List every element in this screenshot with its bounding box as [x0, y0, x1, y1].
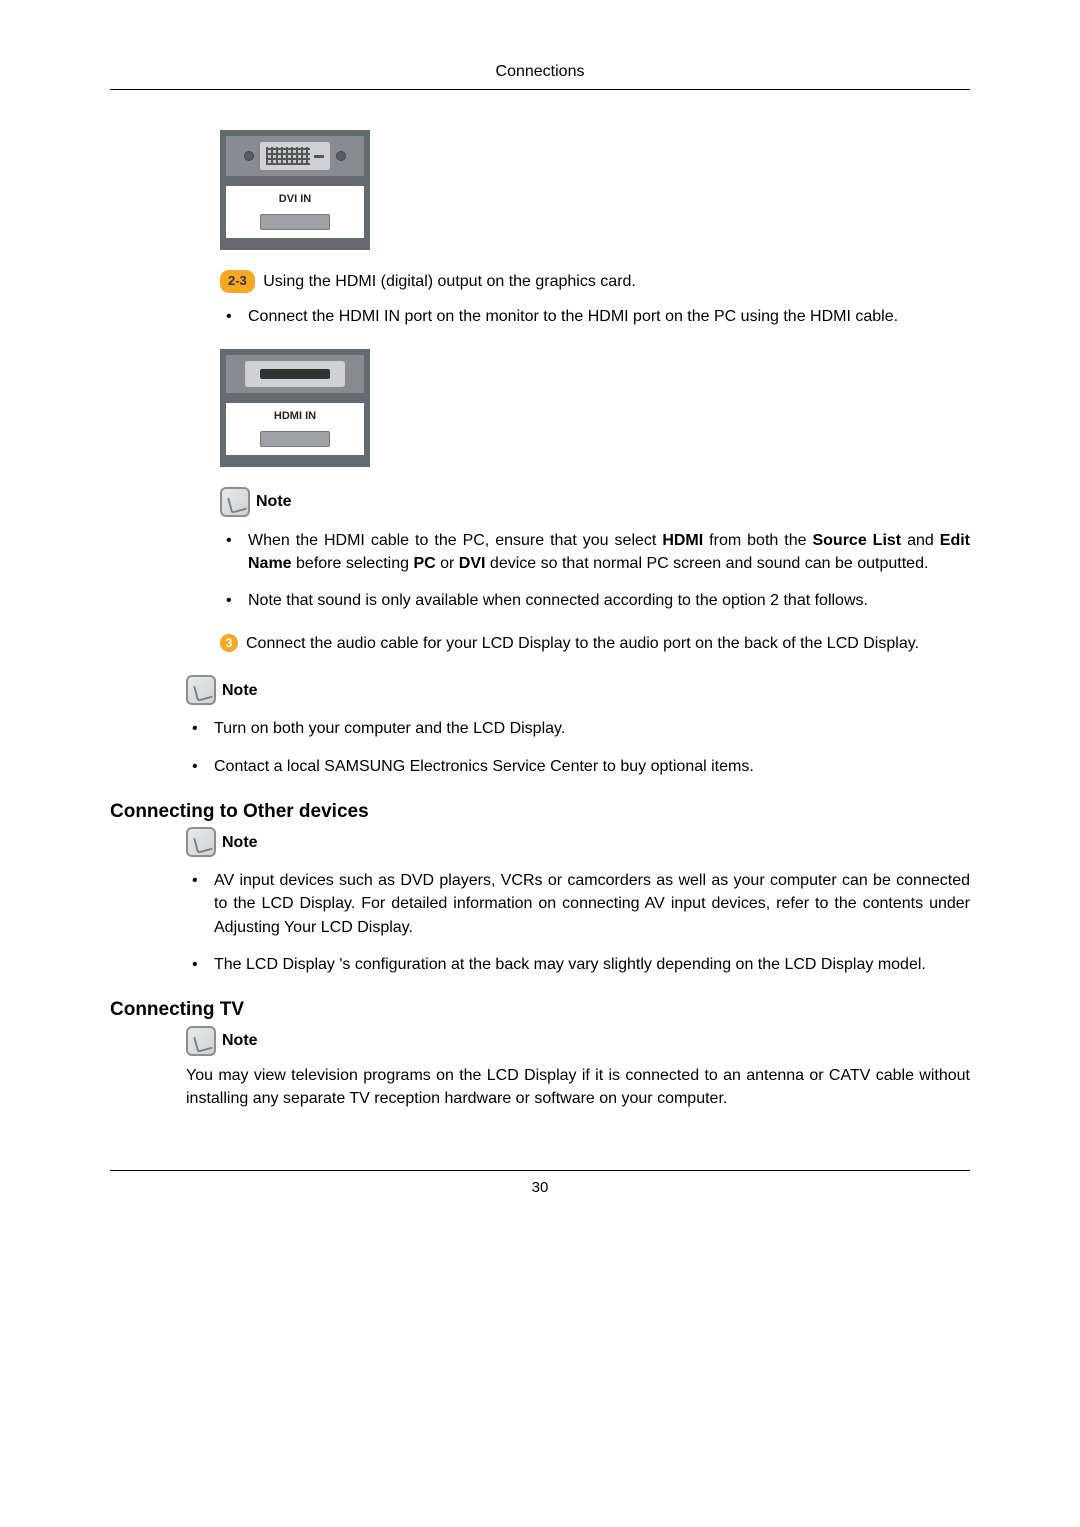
screw-icon — [336, 151, 346, 161]
note-label: Note — [222, 831, 258, 854]
step-2-3-text: Using the HDMI (digital) output on the g… — [263, 273, 636, 290]
note-label: Note — [222, 1029, 258, 1052]
dvi-port-diagram: DVI IN — [220, 130, 370, 250]
dvi-connector-icon — [260, 142, 330, 170]
list-item: Contact a local SAMSUNG Electronics Serv… — [186, 755, 970, 778]
note-heading: Note — [186, 1026, 970, 1056]
note-icon — [186, 1026, 216, 1056]
note-heading: Note — [186, 675, 970, 705]
hdmi-connector-icon — [245, 361, 345, 387]
bullet-list-hdmi-connect: Connect the HDMI IN port on the monitor … — [220, 305, 970, 328]
page-header: Connections — [110, 60, 970, 90]
step-3-text: Connect the audio cable for your LCD Dis… — [246, 632, 970, 655]
note1-list: When the HDMI cable to the PC, ensure th… — [220, 529, 970, 613]
note2-list: Turn on both your computer and the LCD D… — [186, 717, 970, 777]
dvi-port-label: DVI IN — [226, 186, 364, 210]
list-item: Connect the HDMI IN port on the monitor … — [220, 305, 970, 328]
note-icon — [186, 675, 216, 705]
note-icon — [186, 827, 216, 857]
other-devices-list: AV input devices such as DVD players, VC… — [186, 869, 970, 976]
hdmi-port-diagram: HDMI IN — [220, 349, 370, 467]
step-badge-2-3: 2-3 — [220, 270, 255, 293]
note-heading: Note — [220, 487, 970, 517]
tv-paragraph: You may view television programs on the … — [186, 1064, 970, 1110]
screw-icon — [244, 151, 254, 161]
step-3-line: 3 Connect the audio cable for your LCD D… — [220, 632, 970, 655]
step-2-3-line: 2-3 Using the HDMI (digital) output on t… — [220, 270, 970, 293]
hdmi-port-label: HDMI IN — [226, 403, 364, 427]
note-label: Note — [256, 490, 292, 513]
list-item: AV input devices such as DVD players, VC… — [186, 869, 970, 939]
step-badge-3: 3 — [220, 634, 238, 652]
page-number: 30 — [110, 1170, 970, 1199]
list-item: Note that sound is only available when c… — [220, 589, 970, 612]
port-slot-icon — [260, 214, 330, 230]
list-item: When the HDMI cable to the PC, ensure th… — [220, 529, 970, 575]
port-slot-icon — [260, 431, 330, 447]
note-label: Note — [222, 679, 258, 702]
section-title-other-devices: Connecting to Other devices — [110, 798, 970, 826]
note-heading: Note — [186, 827, 970, 857]
list-item: Turn on both your computer and the LCD D… — [186, 717, 970, 740]
list-item: The LCD Display 's configuration at the … — [186, 953, 970, 976]
note-icon — [220, 487, 250, 517]
section-title-tv: Connecting TV — [110, 996, 970, 1024]
